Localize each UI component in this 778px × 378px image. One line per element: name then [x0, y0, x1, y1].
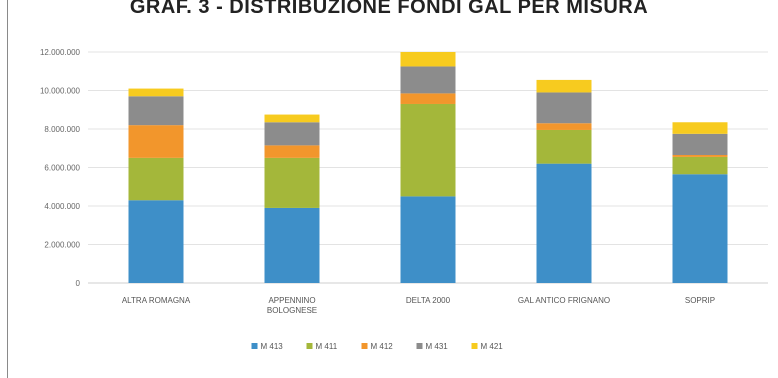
- bar-segment: [128, 157, 184, 201]
- y-tick-label: 2.000.000: [44, 241, 80, 250]
- legend-label: M 411: [316, 342, 338, 351]
- bar-segment: [264, 157, 320, 208]
- bars-layer: [128, 52, 728, 283]
- bar-segment: [400, 52, 456, 67]
- y-tick-label: 0: [76, 279, 81, 288]
- chart-frame: [7, 0, 778, 378]
- bar-segment: [536, 123, 592, 130]
- x-tick-label: DELTA 2000: [406, 296, 451, 305]
- legend-swatch: [416, 343, 423, 349]
- legend-swatch: [251, 343, 258, 349]
- bar-segment: [264, 122, 320, 146]
- chart-title: GRAF. 3 - DISTRIBUZIONE FONDI GAL PER MI…: [129, 0, 649, 18]
- legend-swatch: [306, 343, 313, 349]
- bar-segment: [400, 66, 456, 94]
- bar-segment: [536, 92, 592, 124]
- bar-segment: [400, 103, 456, 197]
- bar-segment: [264, 145, 320, 158]
- bar-segment: [400, 93, 456, 104]
- bar-segment: [536, 129, 592, 164]
- bar-segment: [128, 125, 184, 158]
- legend-label: M 421: [481, 342, 504, 351]
- x-tick-label: GAL ANTICO FRIGNANO: [518, 296, 610, 305]
- legend-label: M 413: [261, 342, 284, 351]
- bar-segment: [536, 163, 592, 283]
- legend-swatch: [361, 343, 368, 349]
- x-tick-label: ALTRA ROMAGNA: [122, 296, 191, 305]
- bar-segment: [672, 122, 728, 134]
- legend-label: M 412: [371, 342, 394, 351]
- x-tick-label: APPENNINO BOLOGNESE: [267, 296, 317, 315]
- bar-segment: [672, 133, 728, 155]
- bar-segment: [128, 96, 184, 126]
- y-tick-label: 6.000.000: [44, 164, 80, 173]
- x-tick-label: SOPRIP: [685, 296, 715, 305]
- y-tick-label: 8.000.000: [44, 125, 80, 134]
- axis-layer: 0 2.000.000 4.000.000 6.000.000 8.000.000 10.…: [40, 48, 715, 315]
- y-tick-label: 4.000.000: [44, 202, 80, 211]
- bar-segment: [128, 200, 184, 283]
- bar-segment: [672, 154, 728, 157]
- bar-segment: [128, 88, 184, 97]
- bar-segment: [672, 174, 728, 283]
- legend-swatch: [471, 343, 478, 349]
- bar-segment: [400, 196, 456, 283]
- y-tick-label: 10.000.000: [40, 87, 81, 96]
- bar-segment: [672, 156, 728, 175]
- legend-label: M 431: [426, 342, 449, 351]
- bar-segment: [536, 79, 592, 93]
- bar-segment: [264, 114, 320, 123]
- legend: M 413 M 411 M 412 M 431 M 421: [251, 342, 504, 351]
- bar-segment: [264, 207, 320, 283]
- y-tick-label: 12.000.000: [40, 48, 81, 57]
